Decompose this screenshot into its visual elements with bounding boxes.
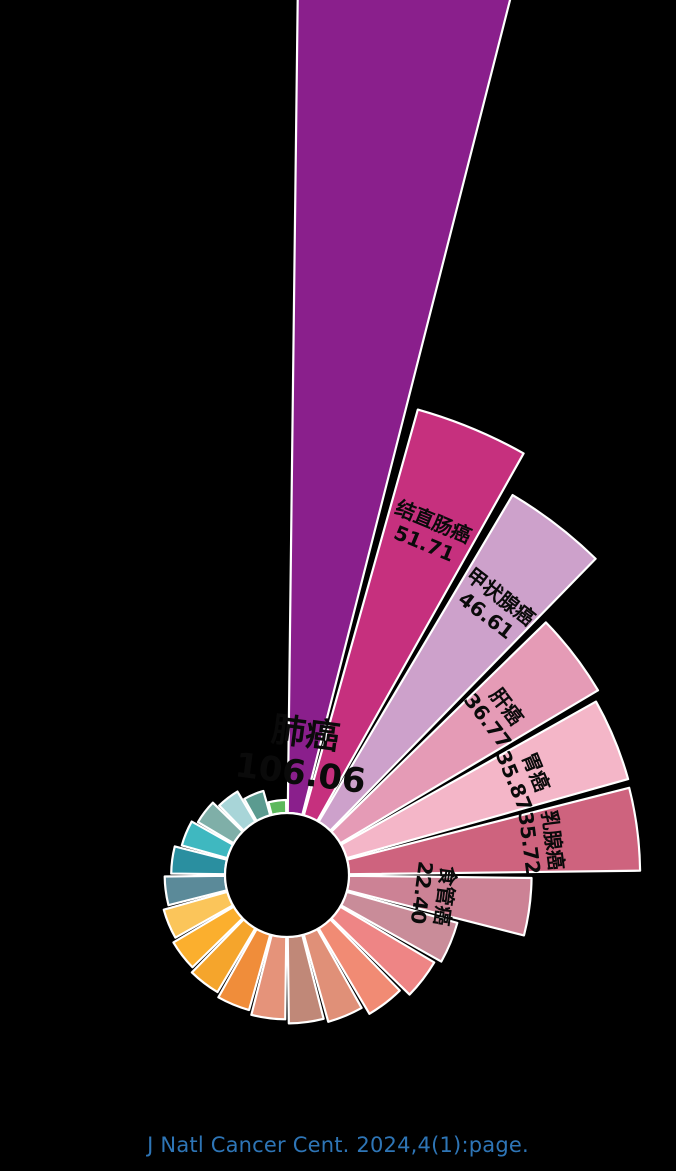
segment-label-name: 肺癌	[269, 710, 342, 759]
rose-segment-group	[162, 0, 642, 1025]
source-caption: J Natl Cancer Cent. 2024,4(1):page.	[147, 1133, 529, 1157]
donut-hole	[223, 811, 351, 939]
